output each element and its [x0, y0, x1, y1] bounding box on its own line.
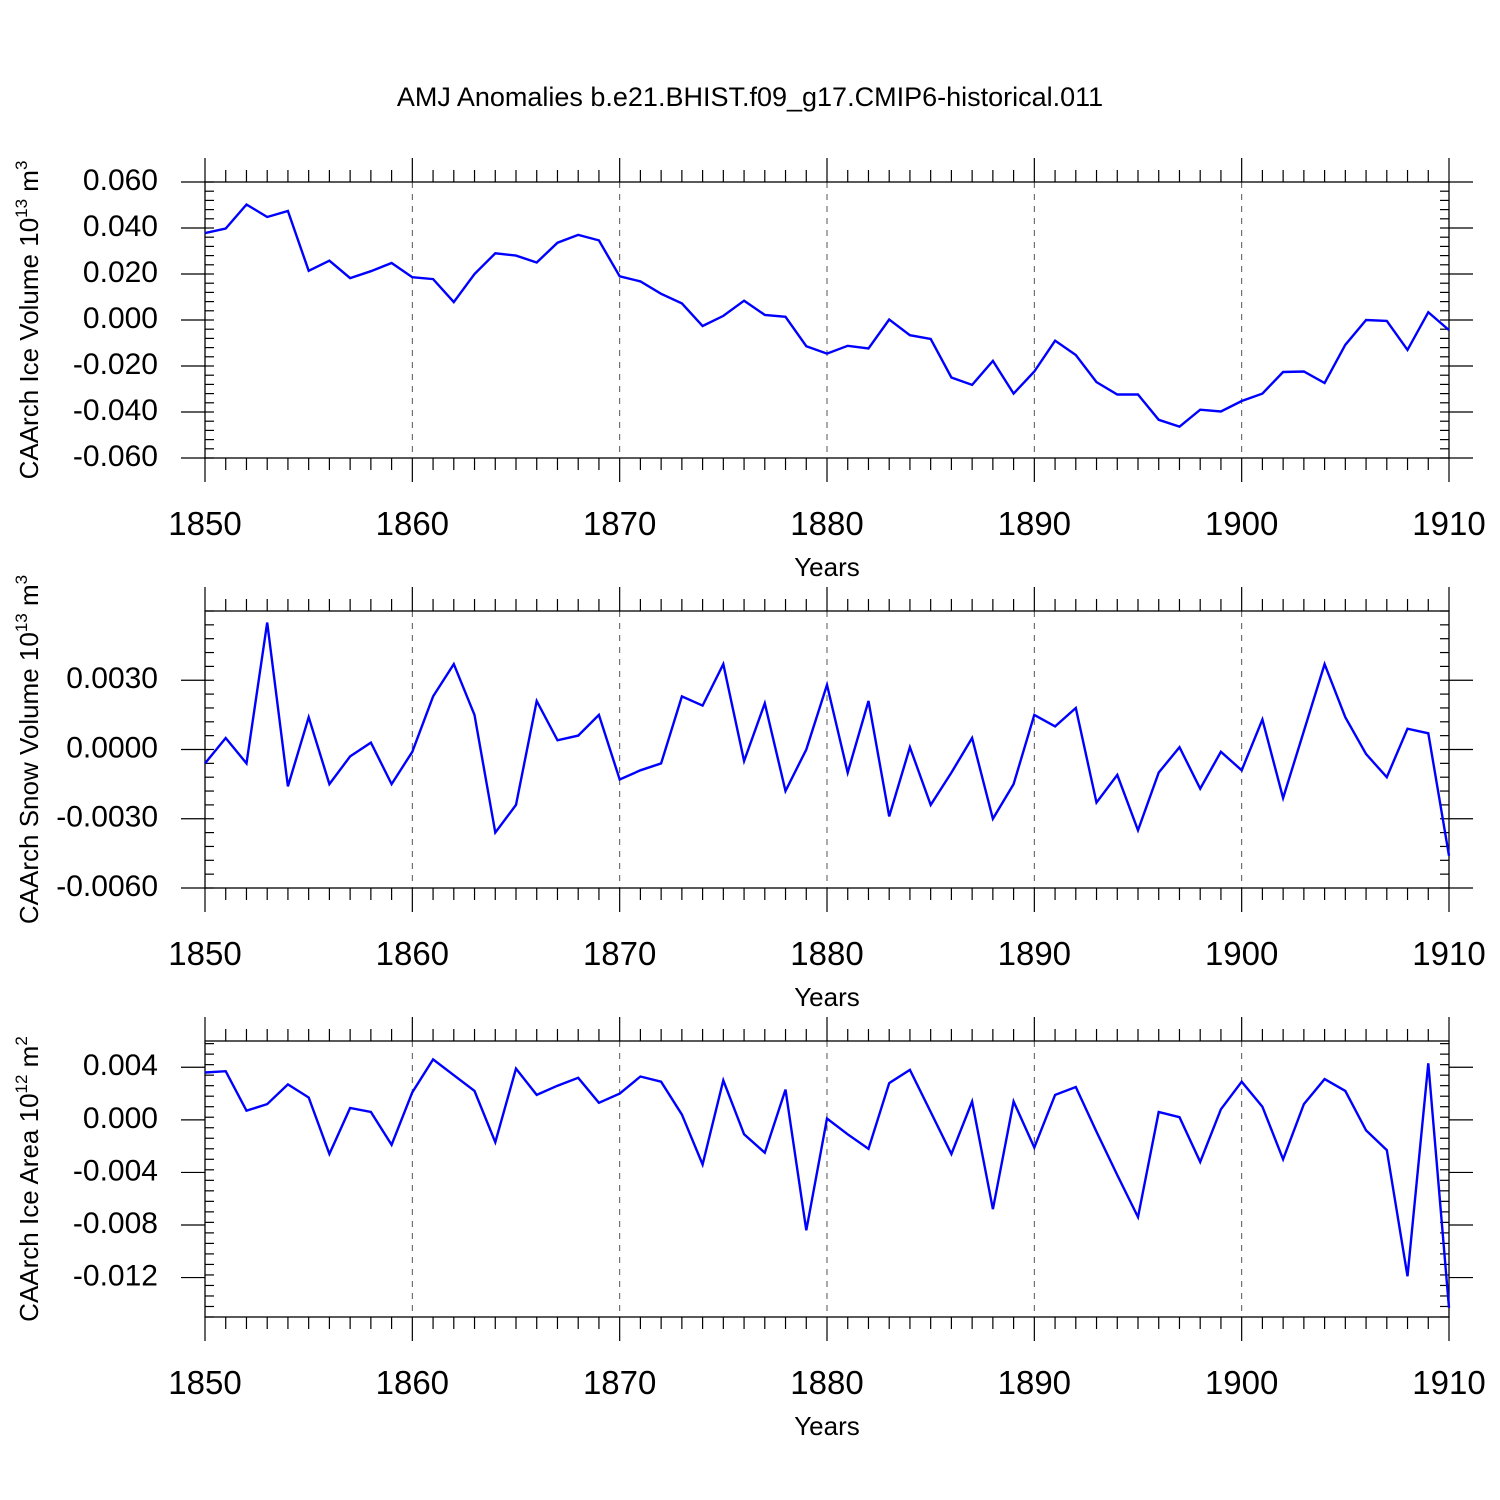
y-tick-label: -0.012	[73, 1259, 158, 1292]
y-tick-label: 0.0030	[66, 662, 158, 695]
y-tick-label: -0.060	[73, 440, 158, 473]
x-tick-label: 1910	[1412, 505, 1485, 542]
y-tick-label: 0.060	[83, 164, 158, 197]
x-tick-label: 1900	[1205, 505, 1278, 542]
y-tick-label: -0.004	[73, 1154, 158, 1187]
y-tick-label: 0.000	[83, 302, 158, 335]
y-tick-label: 0.004	[83, 1049, 158, 1082]
x-tick-label: 1850	[168, 505, 241, 542]
x-axis-title: Years	[794, 1411, 860, 1441]
data-series-line	[204, 622, 1451, 856]
y-tick-label: -0.040	[73, 394, 158, 427]
x-tick-label: 1880	[790, 505, 863, 542]
x-axis-title: Years	[794, 552, 860, 582]
x-tick-label: 1870	[583, 935, 656, 972]
data-series-line	[204, 202, 1450, 429]
x-tick-label: 1900	[1205, 1364, 1278, 1401]
x-tick-label: 1910	[1412, 935, 1485, 972]
chart-panel-2: -0.0060 -0.0030 0.0000 0.0030 1850 1860 1870 18…	[12, 575, 1486, 1012]
x-tick-label: 1890	[998, 505, 1071, 542]
chart-panel-1: -0.060 -0.040 -0.020 0.000 0.020 0.040 0.060 18…	[12, 158, 1486, 582]
x-tick-label: 1860	[376, 505, 449, 542]
y-tick-label: -0.0030	[56, 801, 158, 834]
x-tick-label: 1870	[583, 1364, 656, 1401]
x-tick-label: 1850	[168, 1364, 241, 1401]
y-axis-title: CAArch Snow Volume 1013 m3	[12, 575, 44, 924]
x-tick-label: 1860	[376, 935, 449, 972]
y-axis-title: CAArch Ice Area 1012 m2	[12, 1036, 44, 1322]
y-tick-label: 0.020	[83, 256, 158, 289]
y-tick-label: -0.0060	[56, 870, 158, 903]
y-tick-label: -0.008	[73, 1207, 158, 1240]
chart-panel-3: -0.012 -0.008 -0.004 0.000 0.004 1850 1860 1870…	[12, 1017, 1486, 1441]
x-tick-label: 1890	[998, 1364, 1071, 1401]
y-tick-label: 0.0000	[66, 731, 158, 764]
x-axis-title: Years	[794, 982, 860, 1012]
x-tick-label: 1870	[583, 505, 656, 542]
x-tick-label: 1860	[376, 1364, 449, 1401]
x-tick-label: 1900	[1205, 935, 1278, 972]
y-tick-label: 0.000	[83, 1102, 158, 1135]
data-series-line	[204, 1057, 1451, 1308]
x-tick-label: 1850	[168, 935, 241, 972]
x-tick-label: 1910	[1412, 1364, 1485, 1401]
y-tick-label: 0.040	[83, 210, 158, 243]
y-tick-label: -0.020	[73, 348, 158, 381]
chart-title: AMJ Anomalies b.e21.BHIST.f09_g17.CMIP6-…	[396, 82, 1104, 112]
y-axis-title: CAArch Ice Volume 1013 m3	[12, 161, 44, 480]
x-tick-label: 1880	[790, 935, 863, 972]
x-tick-label: 1880	[790, 1364, 863, 1401]
x-tick-label: 1890	[998, 935, 1071, 972]
